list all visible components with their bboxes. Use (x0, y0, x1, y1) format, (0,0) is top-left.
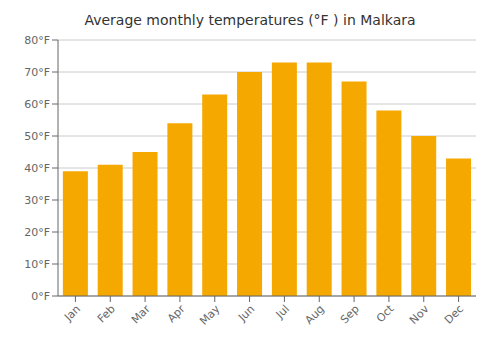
svg-text:Sep: Sep (338, 302, 362, 326)
svg-text:May: May (197, 302, 223, 328)
svg-text:30°F: 30°F (24, 194, 50, 207)
svg-text:Mar: Mar (129, 302, 153, 326)
svg-text:40°F: 40°F (24, 162, 50, 175)
svg-text:70°F: 70°F (24, 66, 50, 79)
svg-text:Nov: Nov (407, 302, 432, 327)
svg-text:10°F: 10°F (24, 258, 50, 271)
svg-text:80°F: 80°F (24, 34, 50, 47)
svg-text:Feb: Feb (95, 302, 118, 325)
svg-text:0°F: 0°F (31, 290, 50, 303)
svg-text:Apr: Apr (165, 302, 188, 325)
svg-text:Dec: Dec (442, 302, 466, 326)
svg-text:60°F: 60°F (24, 98, 50, 111)
svg-text:50°F: 50°F (24, 130, 50, 143)
svg-text:Jan: Jan (61, 302, 83, 324)
svg-text:Jul: Jul (273, 302, 292, 321)
svg-text:Oct: Oct (374, 302, 397, 325)
svg-text:20°F: 20°F (24, 226, 50, 239)
html-text:Average monthly temperatures (: Average monthly temperatures (°F ) in Ma… (84, 12, 416, 28)
svg-text:Aug: Aug (303, 302, 327, 326)
svg-text:Jun: Jun (235, 302, 257, 324)
